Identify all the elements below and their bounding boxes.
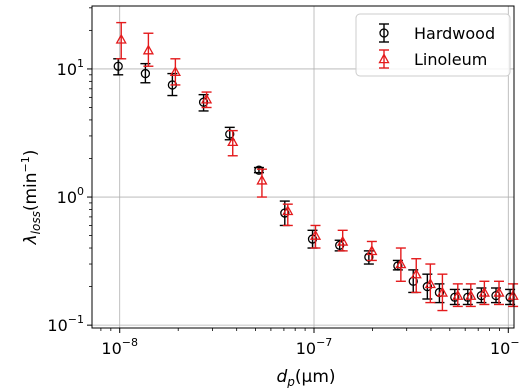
data-point bbox=[422, 281, 432, 292]
legend-label-linoleum: Linoleum bbox=[414, 50, 487, 69]
legend-marker-shape bbox=[379, 28, 389, 38]
data-point bbox=[393, 261, 403, 271]
data-point bbox=[280, 208, 290, 218]
data-point bbox=[463, 292, 473, 302]
data-point bbox=[410, 268, 422, 279]
legend: Hardwood Linoleum bbox=[355, 13, 511, 77]
data-point bbox=[115, 33, 127, 44]
data-point bbox=[309, 229, 322, 240]
data-point bbox=[113, 61, 123, 71]
data-point bbox=[450, 292, 460, 302]
data-point bbox=[507, 289, 519, 300]
plot-frame bbox=[91, 5, 515, 329]
data-point bbox=[227, 135, 239, 147]
data-point bbox=[142, 44, 154, 55]
axis-ticks: 10−8 10−7 10−6 10−1 100 101 bbox=[47, 7, 520, 358]
x-axis-label: dp(μm) bbox=[276, 367, 335, 388]
data-point bbox=[478, 286, 490, 297]
data-point bbox=[169, 65, 181, 77]
data-point bbox=[465, 289, 477, 300]
data-point bbox=[140, 68, 151, 79]
data-marks bbox=[113, 21, 519, 312]
y-tick-label: 100 bbox=[57, 185, 84, 207]
legend-box bbox=[355, 13, 511, 77]
data-point bbox=[424, 278, 436, 289]
y-tick-label: 101 bbox=[57, 57, 84, 79]
series-linoleum bbox=[115, 21, 519, 312]
data-point bbox=[337, 235, 349, 246]
legend-marker-linoleum bbox=[378, 49, 390, 69]
data-point bbox=[256, 174, 268, 185]
data-point bbox=[493, 286, 505, 297]
data-point bbox=[436, 286, 449, 297]
data-point bbox=[395, 258, 407, 269]
y-tick-label: 10−1 bbox=[47, 313, 84, 335]
x-tick-label: 10−8 bbox=[101, 336, 138, 358]
data-point bbox=[200, 93, 213, 104]
data-point bbox=[282, 205, 294, 216]
legend-label-hardwood: Hardwood bbox=[414, 24, 495, 43]
x-tick-label: 10−7 bbox=[296, 336, 333, 358]
data-point bbox=[254, 165, 264, 175]
legend-marker-hardwood bbox=[379, 23, 389, 43]
legend-marker-shape bbox=[378, 53, 390, 64]
y-axis-label: λloss(min−1) bbox=[19, 150, 43, 246]
x-tick-label: 10−6 bbox=[490, 336, 520, 358]
data-point bbox=[366, 245, 378, 256]
data-point bbox=[452, 289, 464, 300]
